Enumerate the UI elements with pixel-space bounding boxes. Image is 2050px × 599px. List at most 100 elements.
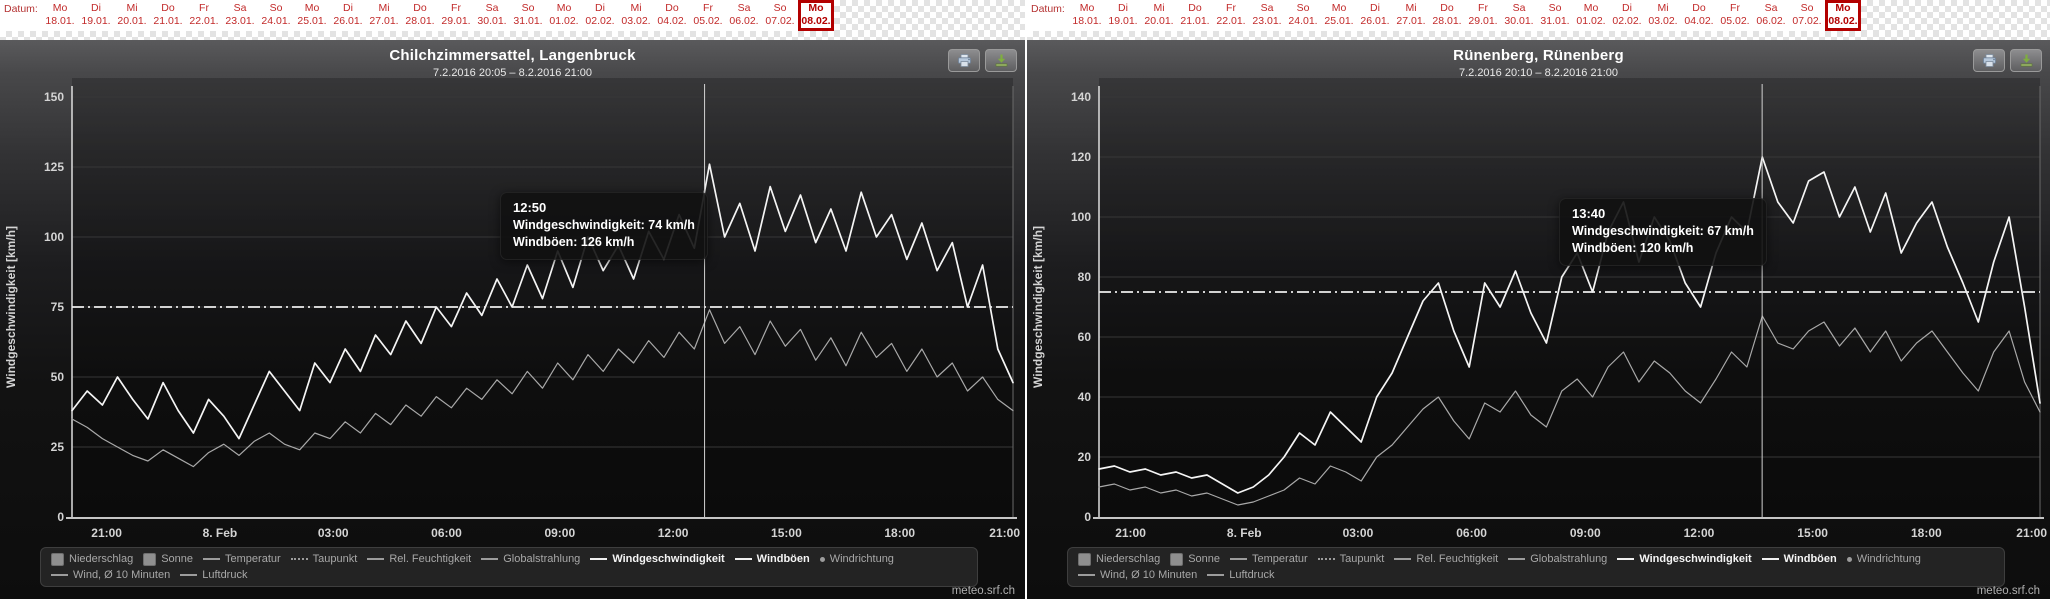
date-cell-25.01.[interactable]: Mo 25.01.	[1321, 0, 1357, 31]
date-cell-02.02.[interactable]: Di 02.02.	[1609, 0, 1645, 31]
date-value: 04.02.	[1684, 15, 1714, 27]
legend-swatch-box-icon	[1170, 552, 1184, 566]
date-cell-01.02.[interactable]: Mo 01.02.	[546, 0, 582, 31]
date-day: Mo	[1079, 2, 1095, 14]
date-cell-04.02.[interactable]: Do 04.02.	[1681, 0, 1717, 31]
y-tick-label: 125	[44, 160, 64, 174]
date-cell-19.01.[interactable]: Di 19.01.	[78, 0, 114, 31]
legend-item-wind-10-minuten[interactable]: Wind, Ø 10 Minuten	[51, 569, 170, 581]
legend-item-taupunkt[interactable]: Taupunkt	[290, 553, 357, 565]
legend-item-wind-10-minuten[interactable]: Wind, Ø 10 Minuten	[1078, 569, 1197, 581]
wind-speed-plot[interactable]: 0 20 40 60 80 100 120 140 Windgeschwindigkeit [k…	[1027, 40, 2050, 599]
date-cell-05.02.[interactable]: Fr 05.02.	[690, 0, 726, 31]
date-cell-07.02.[interactable]: So 07.02.	[1789, 0, 1825, 31]
y-axis-title: Windgeschwindigkeit [km/h]	[4, 226, 18, 388]
date-cell-04.02.[interactable]: Do 04.02.	[654, 0, 690, 31]
date-cell-22.01.[interactable]: Fr 22.01.	[186, 0, 222, 31]
wind-speed-plot[interactable]: 0 25 50 75 100 125 150 Windgeschwindigkeit [km/…	[0, 40, 1025, 599]
date-cell-28.01.[interactable]: Do 28.01.	[1429, 0, 1465, 31]
date-value: 24.01.	[1288, 15, 1318, 27]
date-cell-24.01.[interactable]: So 24.01.	[258, 0, 294, 31]
date-cell-28.01.[interactable]: Do 28.01.	[402, 0, 438, 31]
date-strip: Mo 18.01. Di 19.01. Mi 20.01. Do 21.01. Fr 22.01.…	[1069, 0, 1861, 31]
date-cell-24.01.[interactable]: So 24.01.	[1285, 0, 1321, 31]
date-cell-08.02.[interactable]: Mo 08.02.	[798, 0, 834, 31]
date-day: Do	[1440, 2, 1454, 14]
date-cell-21.01.[interactable]: Do 21.01.	[150, 0, 186, 31]
legend-item-globalstrahlung[interactable]: Globalstrahlung	[1508, 553, 1607, 565]
branding-link[interactable]: meteo.srf.ch	[1976, 585, 2040, 597]
date-cell-27.01.[interactable]: Mi 27.01.	[1393, 0, 1429, 31]
legend-item-windrichtung[interactable]: Windrichtung	[819, 553, 894, 565]
date-cell-21.01.[interactable]: Do 21.01.	[1177, 0, 1213, 31]
legend-item-temperatur[interactable]: Temperatur	[1230, 553, 1308, 565]
date-cell-26.01.[interactable]: Di 26.01.	[1357, 0, 1393, 31]
date-cell-25.01.[interactable]: Mo 25.01.	[294, 0, 330, 31]
date-cell-30.01.[interactable]: Sa 30.01.	[474, 0, 510, 31]
wind-chart: Chilchzimmersattel, Langenbruck 7.2.2016…	[0, 40, 1025, 599]
legend-item-taupunkt[interactable]: Taupunkt	[1317, 553, 1384, 565]
date-day: Di	[595, 2, 605, 14]
legend-item-rel-feuchtigkeit[interactable]: Rel. Feuchtigkeit	[367, 553, 471, 565]
date-cell-31.01.[interactable]: So 31.01.	[510, 0, 546, 31]
legend-item-rel-feuchtigkeit[interactable]: Rel. Feuchtigkeit	[1394, 553, 1498, 565]
legend-item-windrichtung[interactable]: Windrichtung	[1846, 553, 1921, 565]
legend-item-temperatur[interactable]: Temperatur	[203, 553, 281, 565]
legend-item-luftdruck[interactable]: Luftdruck	[1207, 569, 1274, 581]
legend-item-niederschlag[interactable]: Niederschlag	[51, 552, 133, 566]
date-cell-20.01.[interactable]: Mi 20.01.	[114, 0, 150, 31]
x-tick-label: 03:00	[1343, 526, 1374, 540]
date-cell-03.02.[interactable]: Mi 03.02.	[618, 0, 654, 31]
date-cell-08.02.[interactable]: Mo 08.02.	[1825, 0, 1861, 31]
date-cell-19.01.[interactable]: Di 19.01.	[1105, 0, 1141, 31]
date-cell-01.02.[interactable]: Mo 01.02.	[1573, 0, 1609, 31]
legend-item-windgeschwindigkeit[interactable]: Windgeschwindigkeit	[590, 553, 725, 565]
x-tick-label: 18:00	[884, 526, 915, 540]
download-button[interactable]	[985, 49, 1017, 72]
date-cell-18.01.[interactable]: Mo 18.01.	[42, 0, 78, 31]
date-cell-27.01.[interactable]: Mi 27.01.	[366, 0, 402, 31]
date-cell-03.02.[interactable]: Mi 03.02.	[1645, 0, 1681, 31]
date-cell-20.01.[interactable]: Mi 20.01.	[1141, 0, 1177, 31]
legend-swatch-dot-icon	[819, 556, 825, 562]
date-value: 08.02.	[1828, 15, 1858, 27]
date-cell-06.02.[interactable]: Sa 06.02.	[1753, 0, 1789, 31]
date-cell-29.01.[interactable]: Fr 29.01.	[1465, 0, 1501, 31]
legend-swatch-line-icon	[734, 558, 752, 560]
download-icon	[2020, 54, 2032, 67]
y-tick-label: 60	[1078, 330, 1092, 344]
x-tick-label: 12:00	[658, 526, 689, 540]
legend-item-sonne[interactable]: Sonne	[1170, 552, 1220, 566]
legend-item-sonne[interactable]: Sonne	[143, 552, 193, 566]
legend-item-windb-en[interactable]: Windböen	[1761, 553, 1837, 565]
date-value: 02.02.	[1612, 15, 1642, 27]
date-cell-18.01.[interactable]: Mo 18.01.	[1069, 0, 1105, 31]
date-cell-02.02.[interactable]: Di 02.02.	[582, 0, 618, 31]
date-cell-05.02.[interactable]: Fr 05.02.	[1717, 0, 1753, 31]
date-cell-07.02.[interactable]: So 07.02.	[762, 0, 798, 31]
download-icon	[995, 54, 1007, 67]
print-button[interactable]	[948, 49, 980, 72]
legend-item-globalstrahlung[interactable]: Globalstrahlung	[481, 553, 580, 565]
date-cell-23.01.[interactable]: Sa 23.01.	[222, 0, 258, 31]
date-cell-23.01.[interactable]: Sa 23.01.	[1249, 0, 1285, 31]
date-cell-29.01.[interactable]: Fr 29.01.	[438, 0, 474, 31]
date-value: 23.01.	[225, 15, 255, 27]
legend-label: Luftdruck	[202, 569, 248, 581]
branding-link[interactable]: meteo.srf.ch	[951, 585, 1015, 597]
legend-item-luftdruck[interactable]: Luftdruck	[180, 569, 247, 581]
date-cell-30.01.[interactable]: Sa 30.01.	[1501, 0, 1537, 31]
download-button[interactable]	[2010, 49, 2042, 72]
legend-item-windb-en[interactable]: Windböen	[734, 553, 810, 565]
print-button[interactable]	[1973, 49, 2005, 72]
date-value: 21.01.	[153, 15, 183, 27]
legend-item-windgeschwindigkeit[interactable]: Windgeschwindigkeit	[1617, 553, 1752, 565]
date-cell-26.01.[interactable]: Di 26.01.	[330, 0, 366, 31]
date-day: Fr	[1478, 2, 1488, 14]
y-tick-label: 50	[51, 370, 65, 384]
legend-item-niederschlag[interactable]: Niederschlag	[1078, 552, 1160, 566]
date-cell-22.01.[interactable]: Fr 22.01.	[1213, 0, 1249, 31]
legend-swatch-line-icon	[203, 558, 221, 560]
date-cell-31.01.[interactable]: So 31.01.	[1537, 0, 1573, 31]
date-cell-06.02.[interactable]: Sa 06.02.	[726, 0, 762, 31]
